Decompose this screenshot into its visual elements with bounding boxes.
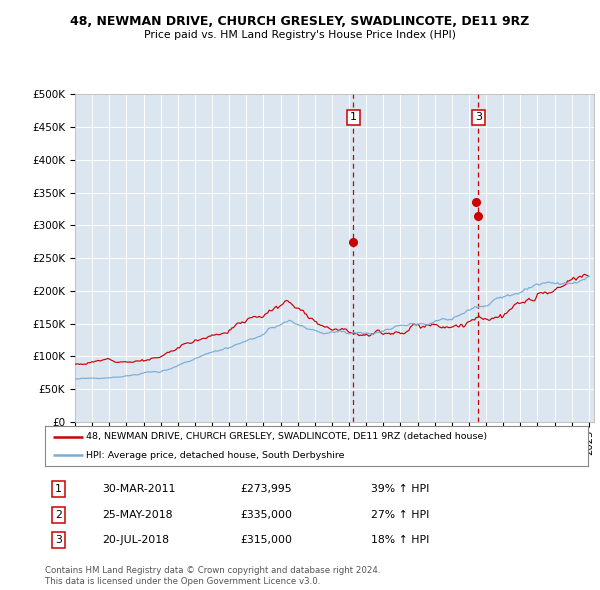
Text: 27% ↑ HPI: 27% ↑ HPI xyxy=(371,510,429,520)
Text: 2: 2 xyxy=(55,510,62,520)
Text: HPI: Average price, detached house, South Derbyshire: HPI: Average price, detached house, Sout… xyxy=(86,451,344,460)
Text: 1: 1 xyxy=(55,484,62,494)
Text: Price paid vs. HM Land Registry's House Price Index (HPI): Price paid vs. HM Land Registry's House … xyxy=(144,30,456,40)
Text: £315,000: £315,000 xyxy=(241,536,292,545)
Text: 3: 3 xyxy=(475,112,482,122)
Text: 18% ↑ HPI: 18% ↑ HPI xyxy=(371,536,429,545)
Text: 20-JUL-2018: 20-JUL-2018 xyxy=(102,536,169,545)
Text: £273,995: £273,995 xyxy=(241,484,292,494)
Text: £335,000: £335,000 xyxy=(241,510,292,520)
Text: 48, NEWMAN DRIVE, CHURCH GRESLEY, SWADLINCOTE, DE11 9RZ (detached house): 48, NEWMAN DRIVE, CHURCH GRESLEY, SWADLI… xyxy=(86,432,487,441)
Text: Contains HM Land Registry data © Crown copyright and database right 2024.: Contains HM Land Registry data © Crown c… xyxy=(45,566,380,575)
Text: 3: 3 xyxy=(55,536,62,545)
Text: 39% ↑ HPI: 39% ↑ HPI xyxy=(371,484,429,494)
Text: 25-MAY-2018: 25-MAY-2018 xyxy=(102,510,173,520)
Text: This data is licensed under the Open Government Licence v3.0.: This data is licensed under the Open Gov… xyxy=(45,577,320,586)
Text: 30-MAR-2011: 30-MAR-2011 xyxy=(102,484,175,494)
Text: 1: 1 xyxy=(350,112,357,122)
Text: 48, NEWMAN DRIVE, CHURCH GRESLEY, SWADLINCOTE, DE11 9RZ: 48, NEWMAN DRIVE, CHURCH GRESLEY, SWADLI… xyxy=(70,15,530,28)
